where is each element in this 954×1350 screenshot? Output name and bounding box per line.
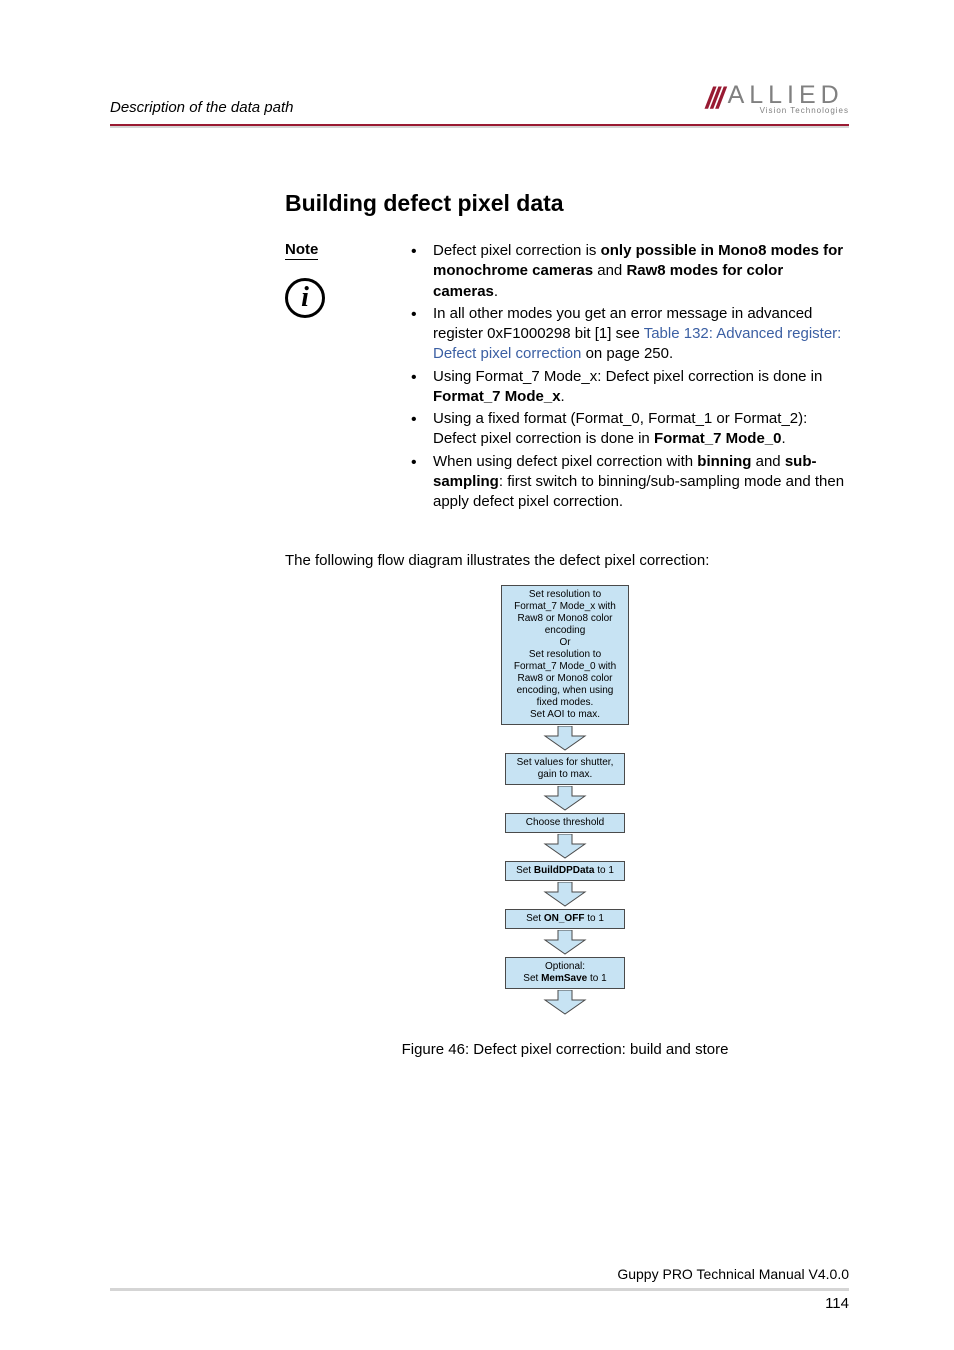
flow-arrow-icon [535, 834, 595, 860]
flow-step: Set BuildDPData to 1 [505, 861, 625, 881]
section-title: Description of the data path [110, 99, 293, 116]
note-item: In all other modes you get an error mess… [405, 304, 849, 365]
logo-main-text: ALLIED [728, 83, 849, 108]
flow-arrow-icon [535, 990, 595, 1016]
note-item: When using defect pixel correction with … [405, 452, 849, 513]
flow-step: Choose threshold [505, 813, 625, 833]
logo-sub-text: Vision Technologies [760, 107, 849, 115]
note-item: Using a fixed format (Format_0, Format_1… [405, 409, 849, 450]
flow-intro-text: The following flow diagram illustrates t… [285, 552, 849, 569]
footer-divider [110, 1288, 849, 1291]
flow-arrow-icon [535, 882, 595, 908]
flow-step: Set resolution to Format_7 Mode_x with R… [501, 585, 629, 725]
page-heading: Building defect pixel data [285, 190, 849, 217]
logo-slashes-icon: /// [706, 82, 722, 116]
flow-arrow-icon [535, 786, 595, 812]
note-label: Note [285, 241, 318, 260]
company-logo: /// ALLIED Vision Technologies [706, 82, 849, 116]
flow-step: Optional:Set MemSave to 1 [505, 957, 625, 989]
figure-caption: Figure 46: Defect pixel correction: buil… [285, 1041, 845, 1058]
page-footer: Guppy PRO Technical Manual V4.0.0 114 [110, 1266, 849, 1312]
page-header: Description of the data path /// ALLIED … [110, 82, 849, 116]
flow-step: Set ON_OFF to 1 [505, 909, 625, 929]
note-list: Defect pixel correction is only possible… [405, 241, 849, 514]
footer-page-number: 114 [110, 1295, 849, 1312]
note-block: Note i Defect pixel correction is only p… [285, 241, 849, 514]
flowchart: Set resolution to Format_7 Mode_x with R… [285, 585, 845, 1017]
flow-step: Set values for shutter, gain to max. [505, 753, 625, 785]
info-icon: i [285, 278, 325, 318]
footer-manual-title: Guppy PRO Technical Manual V4.0.0 [110, 1266, 849, 1282]
flow-arrow-icon [535, 726, 595, 752]
note-item: Defect pixel correction is only possible… [405, 241, 849, 302]
header-divider [110, 124, 849, 128]
note-item: Using Format_7 Mode_x: Defect pixel corr… [405, 367, 849, 408]
flow-arrow-icon [535, 930, 595, 956]
